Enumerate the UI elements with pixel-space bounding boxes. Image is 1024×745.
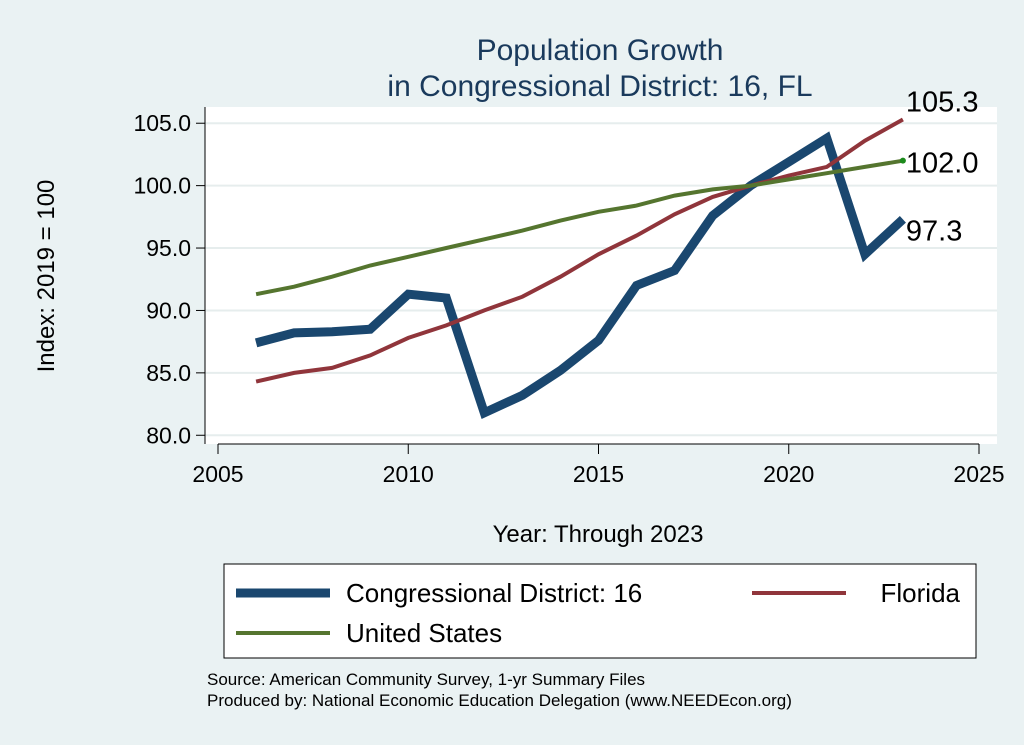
y-tick-label: 80.0: [146, 422, 191, 448]
end-labels: 97.3 105.3 102.0: [906, 86, 979, 247]
gridlines: [205, 122, 997, 437]
legend-label-congressional-district: Congressional District: 16: [346, 578, 642, 608]
series-line-florida: [255, 117, 904, 384]
series-end-marker-united-states: [899, 157, 906, 164]
end-label-united-states: 102.0: [906, 148, 979, 180]
legend-label-united-states: United States: [346, 618, 502, 648]
series-line-united-states: [255, 158, 904, 297]
x-axis-label: Year: Through 2023: [493, 521, 704, 548]
x-tick-label: 2015: [573, 461, 624, 487]
y-tick-label: 95.0: [146, 235, 191, 261]
series-line-congressional-district: [254, 131, 906, 419]
y-axis: 80.0 85.0 90.0 95.0 100.0 105.0: [133, 107, 206, 448]
y-tick-label: 105.0: [133, 110, 191, 136]
legend-label-florida: Florida: [881, 578, 961, 608]
y-tick-label: 85.0: [146, 360, 191, 386]
y-axis-label: Index: 2019 = 100: [33, 180, 60, 373]
chart-title-line-1: Population Growth: [477, 34, 724, 67]
legend-box: [223, 563, 977, 659]
end-label-florida: 105.3: [906, 86, 979, 118]
x-tick-label: 2010: [383, 461, 434, 487]
legend: Congressional District: 16 Florida Unite…: [223, 563, 977, 659]
x-tick-label: 2025: [953, 461, 1004, 487]
chart-title-line-2: in Congressional District: 16, FL: [387, 70, 812, 103]
series-lines: [254, 117, 906, 419]
end-label-congressional-district: 97.3: [906, 215, 962, 247]
producer-note: Produced by: National Economic Education…: [207, 691, 792, 710]
y-tick-label: 100.0: [133, 173, 191, 199]
x-tick-label: 2005: [192, 461, 243, 487]
source-note: Source: American Community Survey, 1-yr …: [207, 670, 645, 689]
x-axis: 2005 2010 2015 2020 2025: [192, 443, 1005, 487]
x-tick-label: 2020: [763, 461, 814, 487]
y-tick-label: 90.0: [146, 297, 191, 323]
plot-area: [205, 107, 997, 444]
